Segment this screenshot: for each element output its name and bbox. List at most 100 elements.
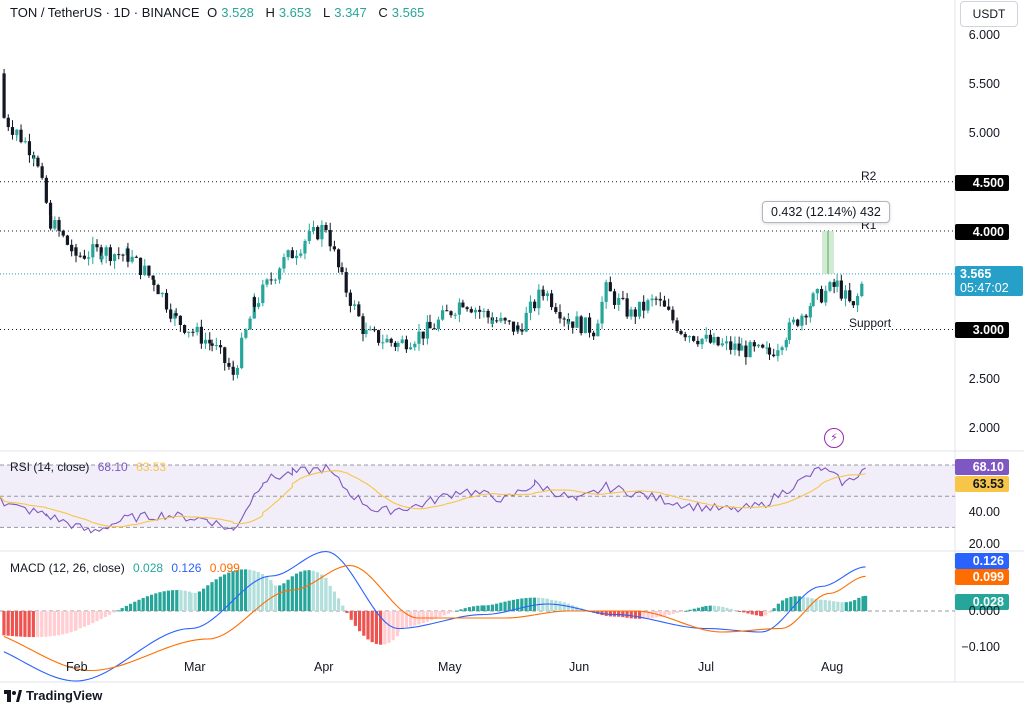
candle-body: [425, 321, 429, 339]
candle-body: [541, 291, 545, 296]
candle-body: [780, 347, 784, 351]
macd-line-tag: 0.126: [955, 553, 1009, 569]
candle-body: [294, 255, 299, 259]
candle-body: [562, 318, 566, 320]
rsi-ma-line: [0, 470, 866, 528]
macd-histogram-bar: [701, 606, 705, 611]
macd-histogram-bar: [503, 601, 507, 611]
macd-histogram-bar: [65, 611, 69, 634]
candle-body: [70, 244, 74, 252]
support-label: Support: [849, 316, 892, 330]
candle-body: [612, 291, 617, 305]
candle-body: [428, 321, 432, 329]
macd-histogram-bar: [836, 601, 840, 611]
macd-histogram-bar: [480, 605, 484, 611]
rsi-line: [0, 463, 866, 534]
macd-hist-value: 0.028: [133, 561, 164, 575]
symbol-title[interactable]: TON / TetherUS · 1D · BINANCE: [10, 5, 200, 20]
candle-body: [720, 343, 724, 346]
candle-body: [252, 297, 256, 307]
candle-body: [495, 320, 499, 322]
macd-histogram-bar: [667, 611, 671, 615]
candle-body: [486, 310, 490, 318]
macd-histogram-bar: [341, 605, 345, 611]
candle-body: [445, 310, 449, 312]
candle-body: [413, 343, 417, 348]
macd-histogram-bar: [56, 611, 61, 636]
candle-body: [44, 177, 48, 203]
macd-histogram-bar: [23, 611, 27, 637]
candle-body: [273, 279, 277, 281]
macd-histogram-bar: [863, 595, 868, 611]
candle-body: [121, 254, 125, 256]
macd-histogram-bar: [507, 600, 511, 611]
price-range-measure[interactable]: 0.432 (12.14%) 432: [762, 201, 890, 223]
macd-histogram-bar: [729, 608, 733, 611]
candle-body: [503, 317, 507, 321]
candle-body: [716, 337, 720, 346]
candle-body: [240, 337, 244, 369]
macd-axis-label: −0.100: [961, 640, 1000, 654]
macd-histogram-bar: [320, 574, 324, 611]
candle-body: [385, 338, 389, 343]
macd-histogram-bar: [404, 611, 408, 628]
candle-body: [499, 317, 503, 322]
candle-body: [828, 282, 832, 291]
candle-body: [278, 268, 282, 271]
macd-histogram-bar: [374, 611, 378, 644]
macd-histogram-bar: [725, 607, 729, 611]
macd-histogram-bar: [810, 598, 814, 611]
macd-histogram-bar: [633, 611, 638, 619]
macd-histogram-bar: [455, 610, 459, 612]
candle-body: [364, 329, 368, 335]
macd-histogram-bar: [566, 603, 571, 611]
candle-body: [654, 298, 658, 300]
candle-body: [134, 256, 138, 258]
current-price-value: 3.565: [960, 267, 992, 281]
macd-histogram-bar: [516, 599, 520, 611]
macd-histogram-bar: [704, 605, 708, 611]
candle-body: [752, 342, 756, 347]
current-price-tag: 3.565 05:47:02: [955, 266, 1023, 296]
candle-body: [130, 256, 134, 262]
candle-body: [729, 341, 733, 350]
macd-histogram-bar: [239, 569, 243, 611]
macd-histogram-bar: [692, 608, 696, 611]
macd-signal-line: [3, 564, 866, 672]
candle-body: [712, 337, 716, 343]
candle-body: [675, 320, 679, 332]
currency-button[interactable]: USDT: [960, 1, 1018, 27]
candle-body: [646, 300, 650, 311]
macd-histogram-bar: [349, 611, 353, 620]
tradingview-logo-icon: [4, 689, 22, 702]
ohlc-close: C 3.565: [378, 5, 425, 20]
macd-histogram-bar: [396, 611, 400, 632]
macd-histogram-bar: [366, 611, 370, 640]
candle-body: [244, 329, 248, 338]
candle-body: [320, 225, 324, 240]
macd-histogram-bar: [99, 611, 103, 620]
candle-body: [679, 331, 683, 335]
macd-histogram-bar: [150, 594, 154, 611]
macd-histogram-bar: [278, 585, 282, 611]
macd-histogram-bar: [434, 611, 438, 619]
macd-histogram-bar: [10, 611, 14, 637]
rsi-legend[interactable]: RSI (14, close) 68.10 63.53: [10, 460, 171, 474]
candle-body: [74, 247, 78, 256]
candle-body: [683, 334, 687, 338]
candle-body: [248, 318, 252, 330]
candle-body: [571, 321, 575, 328]
tradingview-branding[interactable]: TradingView: [4, 688, 102, 703]
candle-body: [637, 301, 642, 317]
candle-body: [478, 309, 482, 312]
lightning-bolt-icon[interactable]: ⚡: [824, 428, 844, 448]
macd-histogram-bar: [659, 611, 663, 617]
macd-histogram-bar: [621, 611, 625, 618]
rsi-axis-label: 20.00: [968, 537, 1000, 551]
macd-legend[interactable]: MACD (12, 26, close) 0.028 0.126 0.099: [10, 561, 245, 575]
rsi-axis-label: 40.00: [968, 505, 1000, 519]
macd-histogram-bar: [476, 605, 480, 611]
candle-body: [261, 284, 265, 304]
candle-body: [214, 345, 218, 347]
